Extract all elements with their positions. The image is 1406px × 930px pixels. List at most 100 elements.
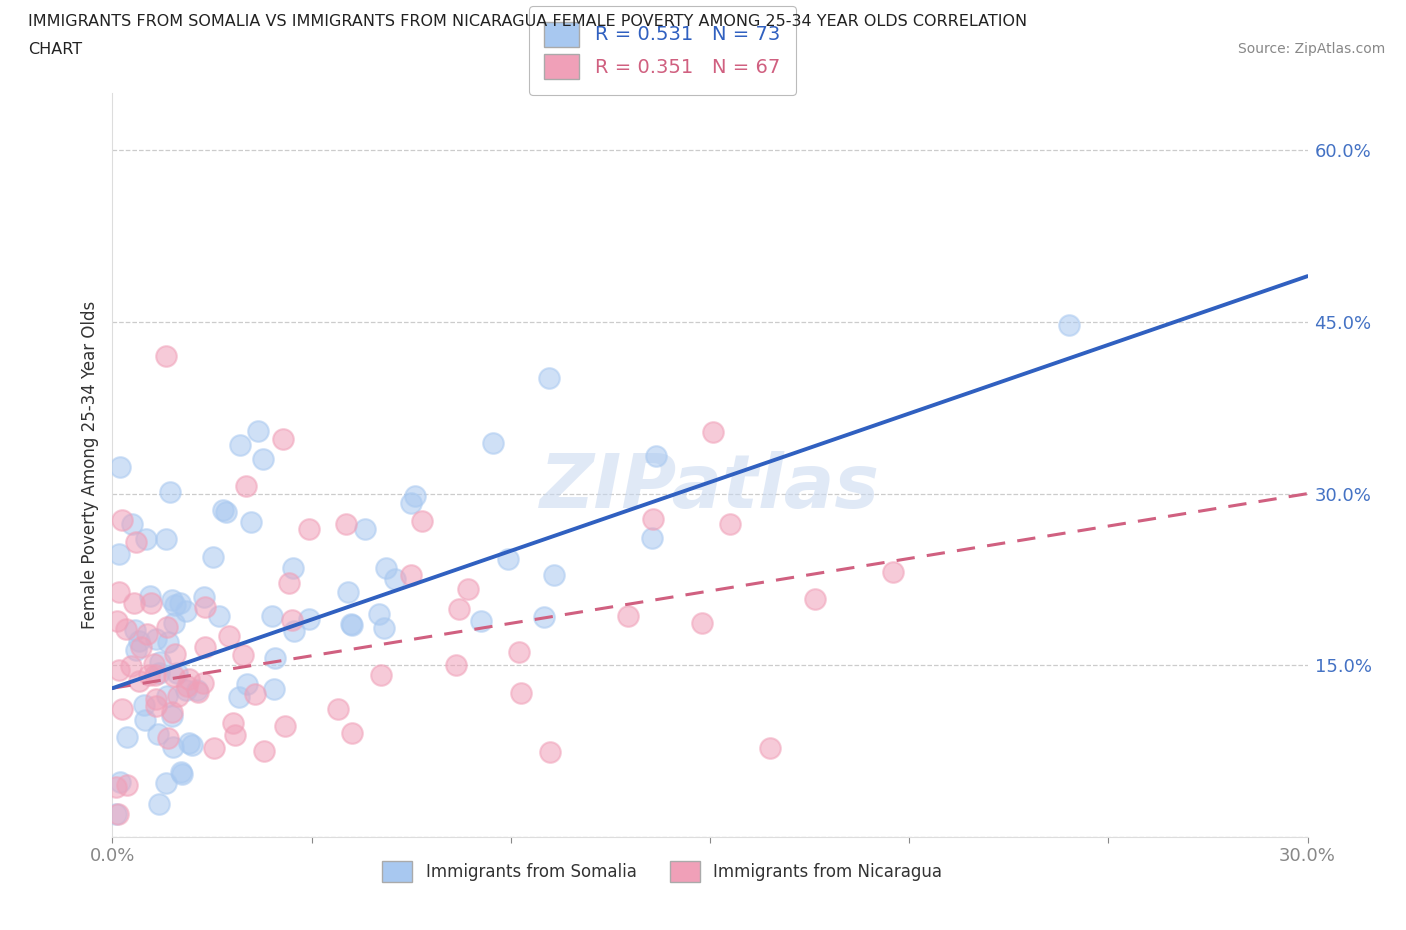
Point [125, 642, 148, 657]
Point [160, 705, 183, 720]
Point [169, 595, 191, 610]
Point [166, 665, 188, 680]
Point [297, 611, 319, 626]
Point [247, 423, 270, 438]
Point [135, 531, 157, 546]
Point [702, 424, 724, 439]
Point [120, 658, 142, 673]
Point [617, 608, 640, 623]
Point [340, 617, 363, 631]
Point [179, 736, 201, 751]
Point [404, 488, 426, 503]
Point [543, 567, 565, 582]
Point [384, 571, 406, 586]
Point [148, 666, 170, 681]
Point [252, 452, 274, 467]
Point [105, 806, 128, 821]
Point [645, 448, 668, 463]
Point [135, 627, 157, 642]
Point [194, 640, 217, 655]
Point [411, 513, 433, 528]
Point [342, 725, 364, 740]
Point [165, 598, 187, 613]
Point [271, 432, 294, 446]
Point [533, 609, 555, 624]
Point [160, 708, 183, 723]
Point [110, 459, 132, 474]
Point [1057, 318, 1080, 333]
Point [328, 702, 350, 717]
Point [508, 645, 530, 660]
Point [143, 667, 166, 682]
Point [281, 560, 304, 575]
Point [224, 727, 246, 742]
Point [263, 682, 285, 697]
Point [148, 797, 170, 812]
Point [370, 667, 392, 682]
Point [124, 595, 146, 610]
Text: IMMIGRANTS FROM SOMALIA VS IMMIGRANTS FROM NICARAGUA FEMALE POVERTY AMONG 25-34 : IMMIGRANTS FROM SOMALIA VS IMMIGRANTS FR… [28, 14, 1028, 29]
Point [157, 730, 180, 745]
Point [239, 514, 262, 529]
Point [232, 647, 254, 662]
Point [186, 683, 208, 698]
Point [496, 551, 519, 566]
Point [166, 689, 188, 704]
Point [105, 613, 128, 628]
Point [262, 609, 284, 624]
Point [278, 576, 301, 591]
Point [229, 437, 252, 452]
Point [174, 604, 197, 618]
Point [759, 740, 782, 755]
Point [444, 658, 467, 672]
Y-axis label: Female Poverty Among 25-34 Year Olds: Female Poverty Among 25-34 Year Olds [80, 301, 98, 629]
Point [159, 485, 181, 499]
Point [145, 631, 167, 646]
Point [201, 550, 224, 565]
Text: CHART: CHART [28, 42, 82, 57]
Point [124, 623, 146, 638]
Text: ZIPatlas: ZIPatlas [540, 451, 880, 524]
Point [156, 634, 179, 649]
Point [179, 671, 201, 686]
Point [399, 496, 422, 511]
Point [156, 688, 179, 703]
Point [193, 590, 215, 604]
Point [155, 532, 177, 547]
Point [115, 777, 138, 792]
Point [243, 686, 266, 701]
Point [128, 674, 150, 689]
Point [281, 612, 304, 627]
Point [111, 701, 134, 716]
Point [218, 629, 240, 644]
Point [643, 512, 665, 526]
Point [274, 719, 297, 734]
Point [145, 691, 167, 706]
Point [170, 765, 193, 780]
Point [163, 669, 186, 684]
Point [283, 623, 305, 638]
Point [134, 713, 156, 728]
Point [457, 582, 479, 597]
Point [149, 655, 172, 670]
Point [298, 522, 321, 537]
Point [162, 592, 184, 607]
Point [481, 435, 503, 450]
Point [156, 619, 179, 634]
Point [215, 505, 238, 520]
Point [882, 565, 904, 579]
Point [340, 618, 363, 632]
Point [509, 685, 531, 700]
Point [176, 679, 198, 694]
Point [170, 766, 193, 781]
Point [162, 739, 184, 754]
Point [194, 600, 217, 615]
Point [145, 698, 167, 713]
Point [191, 676, 214, 691]
Point [108, 662, 131, 677]
Point [142, 657, 165, 671]
Point [641, 530, 664, 545]
Point [138, 668, 160, 683]
Point [208, 608, 231, 623]
Point [174, 683, 197, 698]
